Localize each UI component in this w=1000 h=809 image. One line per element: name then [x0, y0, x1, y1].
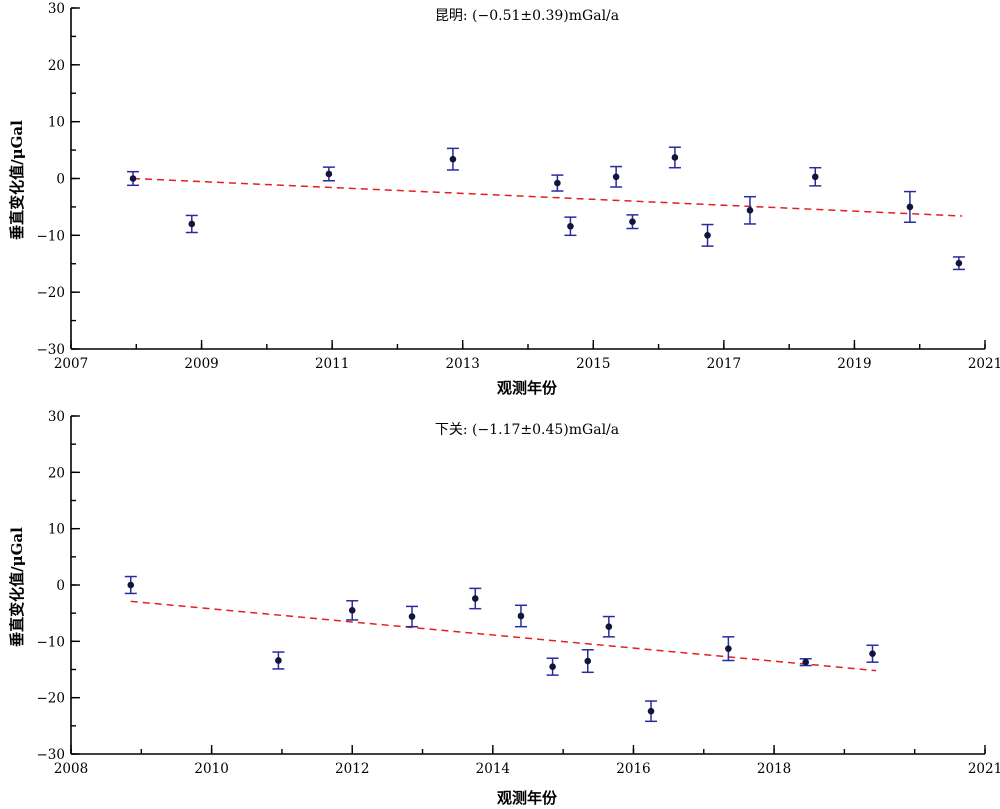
xiaguan-data-point: [605, 623, 613, 630]
kunming-x-tick-label: 2013: [446, 356, 480, 372]
kunming-x-tick-label: 2015: [576, 356, 610, 372]
kunming-y-tick-label: 0: [56, 172, 65, 188]
kunming-data-point: [188, 220, 196, 228]
xiaguan-data-point: [869, 650, 876, 658]
kunming-y-tick-label: −20: [37, 285, 66, 301]
xiaguan-y-tick-label: 20: [48, 465, 65, 481]
xiaguan-data-point: [348, 607, 356, 614]
kunming-x-tick-label: 2017: [707, 356, 741, 372]
kunming-y-tick-label: 30: [48, 1, 65, 17]
xiaguan-x-tick-label: 2014: [476, 761, 510, 777]
xiaguan-data-point: [517, 612, 525, 620]
kunming-data-point: [906, 203, 914, 211]
kunming-data-point: [629, 218, 636, 225]
xiaguan-data-point: [408, 613, 416, 620]
xiaguan-x-tick-label: 2010: [194, 761, 228, 777]
xiaguan-data-point: [127, 581, 135, 589]
xiaguan-y-tick-label: 10: [48, 522, 65, 538]
kunming-trend-line: [132, 177, 963, 217]
xiaguan-ylabel: 垂直变化值/μGal: [8, 527, 26, 647]
xiaguan-x-tick-label: 2008: [54, 761, 88, 777]
xiaguan-x-tick-label: 2012: [335, 761, 369, 777]
kunming-data-point: [325, 170, 333, 178]
xiaguan-trend-line: [130, 600, 877, 672]
xiaguan-data-point: [647, 707, 655, 715]
xiaguan-title: 下关: (−1.17±0.45)mGal/a: [435, 422, 619, 438]
kunming-y-tick-label: 20: [48, 58, 65, 74]
kunming-ylabel: 垂直变化值/μGal: [8, 120, 26, 240]
xiaguan-x-tick-label: 2016: [616, 761, 650, 777]
kunming-title: 昆明: (−0.51±0.39)mGal/a: [435, 8, 619, 24]
kunming-y-tick-label: −10: [37, 228, 66, 244]
kunming-x-tick-label: 2019: [837, 356, 871, 372]
kunming-data-point: [129, 175, 137, 182]
xiaguan-data-point: [725, 645, 732, 652]
kunming-x-tick-label: 2009: [184, 356, 218, 372]
kunming-y-tick-label: 10: [48, 115, 65, 131]
kunming-xlabel: 观测年份: [497, 379, 558, 397]
kunming-y-tick-label: −30: [37, 342, 66, 358]
xiaguan-y-tick-label: −10: [37, 634, 66, 650]
kunming-data-point: [955, 259, 963, 267]
xiaguan-data-point: [584, 657, 592, 665]
xiaguan-y-tick-label: 30: [48, 409, 65, 425]
xiaguan-data-point: [275, 657, 282, 664]
xiaguan-y-tick-label: 0: [56, 578, 65, 594]
kunming-data-point: [567, 222, 574, 230]
xiaguan-data-point: [549, 663, 556, 670]
kunming-data-point: [671, 154, 679, 161]
xiaguan-xlabel: 观测年份: [497, 789, 558, 807]
xiaguan-data-point: [471, 595, 479, 602]
kunming-data-point: [554, 179, 561, 187]
kunming-data-point: [811, 173, 819, 181]
kunming-x-tick-label: 2021: [968, 356, 1000, 372]
xiaguan-x-tick-label: 2021: [968, 761, 1000, 777]
kunming-data-point: [704, 232, 711, 239]
xiaguan-y-tick-label: −20: [37, 691, 66, 707]
kunming-panel: 昆明: (−0.51±0.39)mGal/a 观测年份 垂直变化值/μGal 2…: [8, 1, 1000, 397]
kunming-data-point: [449, 155, 457, 163]
xiaguan-y-tick-label: −30: [37, 747, 66, 763]
xiaguan-x-tick-label: 2018: [757, 761, 791, 777]
kunming-data-point: [612, 173, 620, 181]
xiaguan-panel: 下关: (−1.17±0.45)mGal/a 观测年份 垂直变化值/μGal 2…: [8, 409, 1000, 807]
xiaguan-data-point: [802, 658, 810, 666]
kunming-x-tick-label: 2007: [54, 356, 88, 372]
kunming-x-tick-label: 2011: [315, 356, 349, 372]
kunming-data-point: [746, 207, 754, 214]
